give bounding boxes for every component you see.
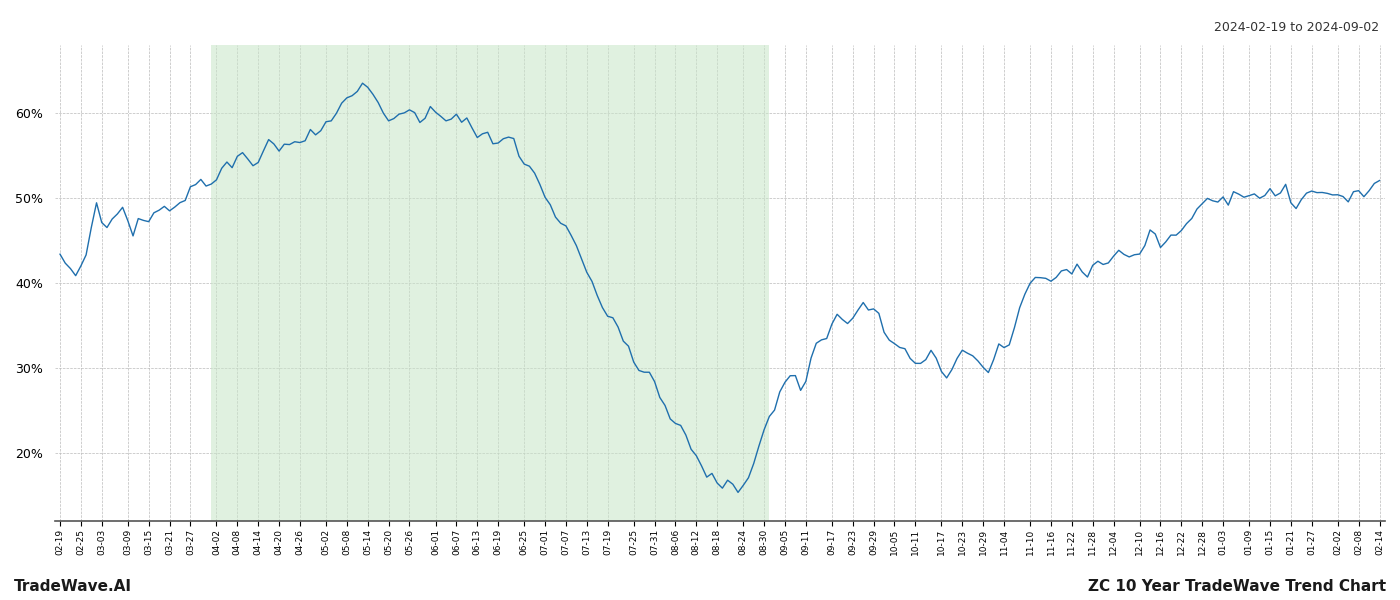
- Text: 2024-02-19 to 2024-09-02: 2024-02-19 to 2024-09-02: [1214, 21, 1379, 34]
- Bar: [211, 45, 770, 521]
- Text: ZC 10 Year TradeWave Trend Chart: ZC 10 Year TradeWave Trend Chart: [1088, 579, 1386, 594]
- Text: TradeWave.AI: TradeWave.AI: [14, 579, 132, 594]
